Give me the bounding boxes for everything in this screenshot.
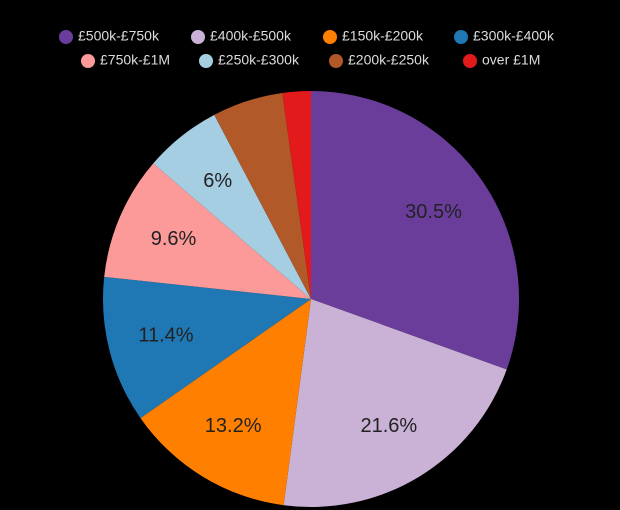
slice-label: 30.5% xyxy=(405,201,462,223)
legend-label: over £1M xyxy=(482,52,540,68)
legend-label: £400k-£500k xyxy=(210,28,292,44)
pie-slice xyxy=(104,163,312,299)
pie-slice xyxy=(214,92,311,299)
slice-label: 6% xyxy=(203,170,232,192)
slice-label: 11.4% xyxy=(138,325,193,347)
legend-swatch xyxy=(329,54,343,68)
legend-swatch xyxy=(81,54,95,68)
pie-slice xyxy=(282,91,311,299)
pie-slice xyxy=(283,299,507,507)
legend-swatch xyxy=(463,54,477,68)
legend-swatch xyxy=(323,30,337,44)
pie-slice xyxy=(102,276,311,419)
legend-label: £250k-£300k xyxy=(218,52,300,68)
legend-label: £500k-£750k xyxy=(78,28,160,44)
pie-slice xyxy=(153,114,311,299)
pie-slice xyxy=(140,299,311,506)
legend-swatch xyxy=(59,30,73,44)
legend-label: £300k-£400k xyxy=(473,28,555,44)
slice-label: 13.2% xyxy=(205,415,262,437)
pie-slice xyxy=(311,91,520,370)
legend-label: £200k-£250k xyxy=(348,52,430,68)
legend-label: £150k-£200k xyxy=(342,28,424,44)
legend-swatch xyxy=(454,30,468,44)
legend-label: £750k-£1M xyxy=(100,52,170,68)
legend-swatch xyxy=(199,54,213,68)
slice-label: 9.6% xyxy=(151,228,197,250)
slice-label: 21.6% xyxy=(360,415,417,437)
legend-swatch xyxy=(191,30,205,44)
